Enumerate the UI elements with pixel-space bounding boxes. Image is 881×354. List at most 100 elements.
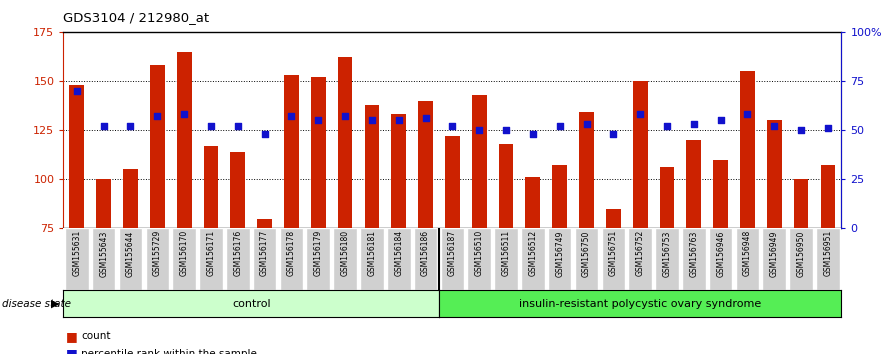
Bar bbox=[820, 165, 835, 228]
FancyBboxPatch shape bbox=[655, 228, 678, 290]
Text: GSM156177: GSM156177 bbox=[260, 230, 269, 276]
Point bbox=[123, 123, 137, 129]
Point bbox=[633, 112, 648, 117]
Point bbox=[499, 127, 513, 133]
FancyBboxPatch shape bbox=[521, 228, 544, 290]
Text: GDS3104 / 212980_at: GDS3104 / 212980_at bbox=[63, 11, 210, 24]
Point bbox=[311, 118, 325, 123]
Bar bbox=[257, 218, 272, 228]
Text: GSM156184: GSM156184 bbox=[394, 230, 403, 276]
Point bbox=[392, 118, 406, 123]
Bar bbox=[767, 120, 781, 228]
FancyBboxPatch shape bbox=[628, 228, 652, 290]
Text: insulin-resistant polycystic ovary syndrome: insulin-resistant polycystic ovary syndr… bbox=[519, 298, 761, 309]
FancyBboxPatch shape bbox=[816, 228, 840, 290]
Text: disease state: disease state bbox=[2, 298, 70, 309]
FancyBboxPatch shape bbox=[387, 228, 411, 290]
Bar bbox=[525, 177, 540, 228]
Bar bbox=[123, 169, 137, 228]
Point bbox=[285, 114, 299, 119]
Bar bbox=[660, 167, 674, 228]
Bar bbox=[70, 85, 85, 228]
Text: ▶: ▶ bbox=[51, 298, 60, 309]
Text: GSM155643: GSM155643 bbox=[100, 230, 108, 276]
FancyBboxPatch shape bbox=[709, 228, 732, 290]
Text: percentile rank within the sample: percentile rank within the sample bbox=[81, 349, 257, 354]
Text: GSM156171: GSM156171 bbox=[206, 230, 216, 276]
Text: GSM156512: GSM156512 bbox=[529, 230, 537, 276]
FancyBboxPatch shape bbox=[92, 228, 115, 290]
FancyBboxPatch shape bbox=[602, 228, 626, 290]
Point bbox=[580, 121, 594, 127]
Bar bbox=[391, 114, 406, 228]
FancyBboxPatch shape bbox=[762, 228, 786, 290]
Text: control: control bbox=[232, 298, 270, 309]
Text: GSM156178: GSM156178 bbox=[287, 230, 296, 276]
Point bbox=[177, 112, 191, 117]
Point bbox=[794, 127, 808, 133]
FancyBboxPatch shape bbox=[173, 228, 196, 290]
FancyBboxPatch shape bbox=[253, 228, 277, 290]
Text: GSM156946: GSM156946 bbox=[716, 230, 725, 276]
Text: GSM156750: GSM156750 bbox=[582, 230, 591, 276]
Bar bbox=[794, 179, 809, 228]
Bar bbox=[177, 51, 191, 228]
Bar bbox=[686, 140, 701, 228]
Text: ■: ■ bbox=[66, 330, 78, 343]
Point bbox=[418, 115, 433, 121]
Bar bbox=[740, 71, 755, 228]
FancyBboxPatch shape bbox=[494, 228, 518, 290]
Text: GSM156187: GSM156187 bbox=[448, 230, 457, 276]
Bar bbox=[284, 75, 299, 228]
Bar bbox=[311, 77, 326, 228]
Bar bbox=[337, 57, 352, 228]
Bar bbox=[150, 65, 165, 228]
Text: GSM156949: GSM156949 bbox=[770, 230, 779, 276]
Text: GSM155631: GSM155631 bbox=[72, 230, 81, 276]
Point bbox=[151, 114, 165, 119]
Bar bbox=[499, 144, 514, 228]
Bar bbox=[418, 101, 433, 228]
FancyBboxPatch shape bbox=[145, 228, 169, 290]
Bar bbox=[606, 209, 621, 228]
Text: GSM156752: GSM156752 bbox=[636, 230, 645, 276]
Point bbox=[660, 123, 674, 129]
FancyBboxPatch shape bbox=[414, 228, 437, 290]
Point bbox=[821, 125, 835, 131]
Text: GSM156753: GSM156753 bbox=[663, 230, 671, 276]
Bar bbox=[714, 160, 728, 228]
Point bbox=[472, 127, 486, 133]
Point bbox=[257, 131, 271, 137]
FancyBboxPatch shape bbox=[548, 228, 572, 290]
Text: GSM155729: GSM155729 bbox=[152, 230, 162, 276]
Point bbox=[445, 123, 460, 129]
Bar bbox=[204, 146, 218, 228]
FancyBboxPatch shape bbox=[199, 228, 223, 290]
FancyBboxPatch shape bbox=[736, 228, 759, 290]
Bar bbox=[472, 95, 486, 228]
Text: ■: ■ bbox=[66, 348, 78, 354]
Point bbox=[70, 88, 84, 93]
FancyBboxPatch shape bbox=[682, 228, 706, 290]
Point bbox=[365, 118, 379, 123]
Point bbox=[231, 123, 245, 129]
Text: GSM156749: GSM156749 bbox=[555, 230, 564, 276]
Text: GSM155644: GSM155644 bbox=[126, 230, 135, 276]
FancyBboxPatch shape bbox=[65, 228, 89, 290]
Bar bbox=[365, 104, 380, 228]
FancyBboxPatch shape bbox=[333, 228, 357, 290]
FancyBboxPatch shape bbox=[226, 228, 249, 290]
Text: GSM156948: GSM156948 bbox=[743, 230, 752, 276]
FancyBboxPatch shape bbox=[279, 228, 303, 290]
Point bbox=[552, 123, 566, 129]
Text: GSM156751: GSM156751 bbox=[609, 230, 618, 276]
Point bbox=[767, 123, 781, 129]
Point bbox=[687, 121, 701, 127]
Bar bbox=[445, 136, 460, 228]
Text: GSM156950: GSM156950 bbox=[796, 230, 805, 276]
Bar bbox=[633, 81, 648, 228]
Bar bbox=[579, 113, 594, 228]
FancyBboxPatch shape bbox=[789, 228, 813, 290]
Text: GSM156763: GSM156763 bbox=[689, 230, 699, 276]
Point bbox=[338, 114, 352, 119]
